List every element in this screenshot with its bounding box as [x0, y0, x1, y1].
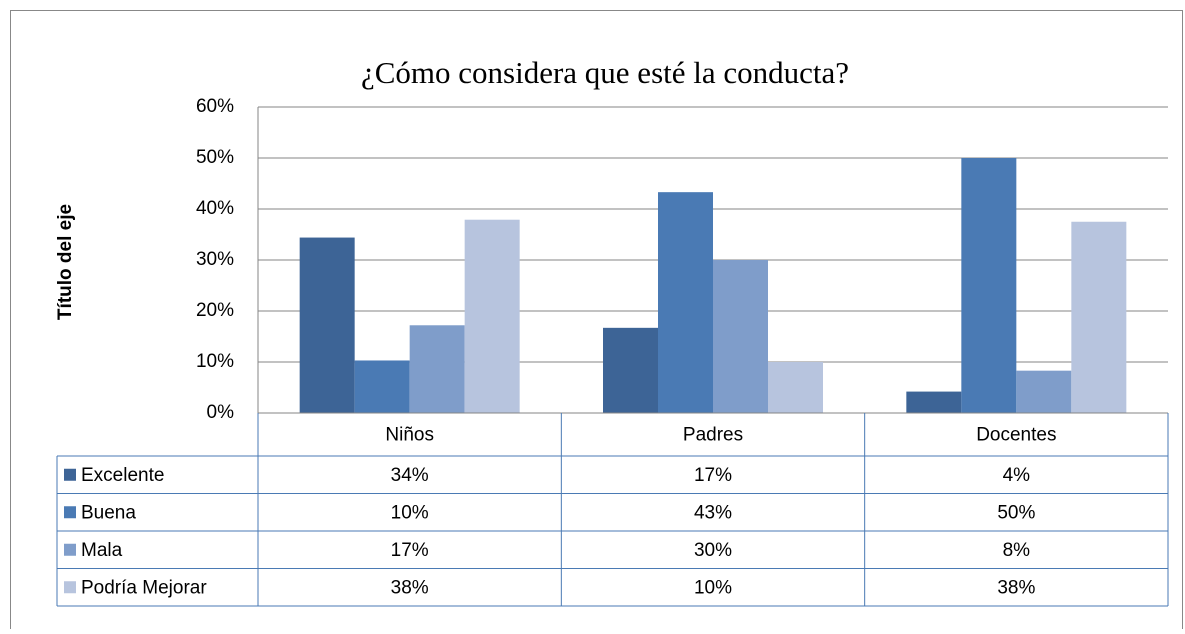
y-tick-label: 50%: [196, 147, 234, 168]
data-label: 8%: [1003, 540, 1031, 561]
legend-label: Buena: [81, 502, 136, 523]
data-label: 38%: [391, 577, 429, 598]
y-tick-label: 20%: [196, 300, 234, 321]
legend-swatch: [64, 468, 76, 481]
y-tick-label: 40%: [196, 198, 234, 219]
bar: [658, 192, 713, 413]
bar: [464, 219, 520, 413]
bar: [299, 237, 355, 413]
data-label: 17%: [391, 540, 429, 561]
data-label: 17%: [694, 465, 732, 486]
legend-label: Podría Mejorar: [81, 577, 207, 598]
data-label: 30%: [694, 540, 732, 561]
y-tick-label: 0%: [207, 402, 235, 423]
bar: [768, 362, 823, 413]
data-label: 38%: [997, 577, 1035, 598]
legend-swatch: [64, 506, 76, 519]
x-tick-label: Padres: [683, 425, 743, 446]
legend-swatch: [64, 581, 76, 594]
x-tick-label: Niños: [385, 425, 434, 446]
legend-label: Excelente: [81, 465, 164, 486]
y-tick-label: 30%: [196, 249, 234, 270]
chart-title: ¿Cómo considera que esté la conducta?: [361, 55, 849, 90]
y-axis-label: Título del eje: [55, 204, 76, 320]
data-label: 4%: [1003, 465, 1031, 486]
legend-swatch: [64, 543, 76, 556]
bar: [1016, 370, 1072, 413]
bar: [603, 327, 658, 413]
y-tick-label: 10%: [196, 351, 234, 372]
bar: [713, 260, 768, 413]
data-label: 50%: [997, 502, 1035, 523]
bar: [354, 360, 410, 413]
y-tick-label: 60%: [196, 96, 234, 117]
bar: [906, 391, 962, 413]
data-label: 34%: [391, 465, 429, 486]
bar: [1071, 221, 1127, 413]
x-tick-label: Docentes: [976, 425, 1056, 446]
data-label: 10%: [391, 502, 429, 523]
data-label: 43%: [694, 502, 732, 523]
bar: [961, 158, 1017, 413]
bar: [409, 325, 465, 413]
data-label: 10%: [694, 577, 732, 598]
legend-label: Mala: [81, 540, 123, 561]
